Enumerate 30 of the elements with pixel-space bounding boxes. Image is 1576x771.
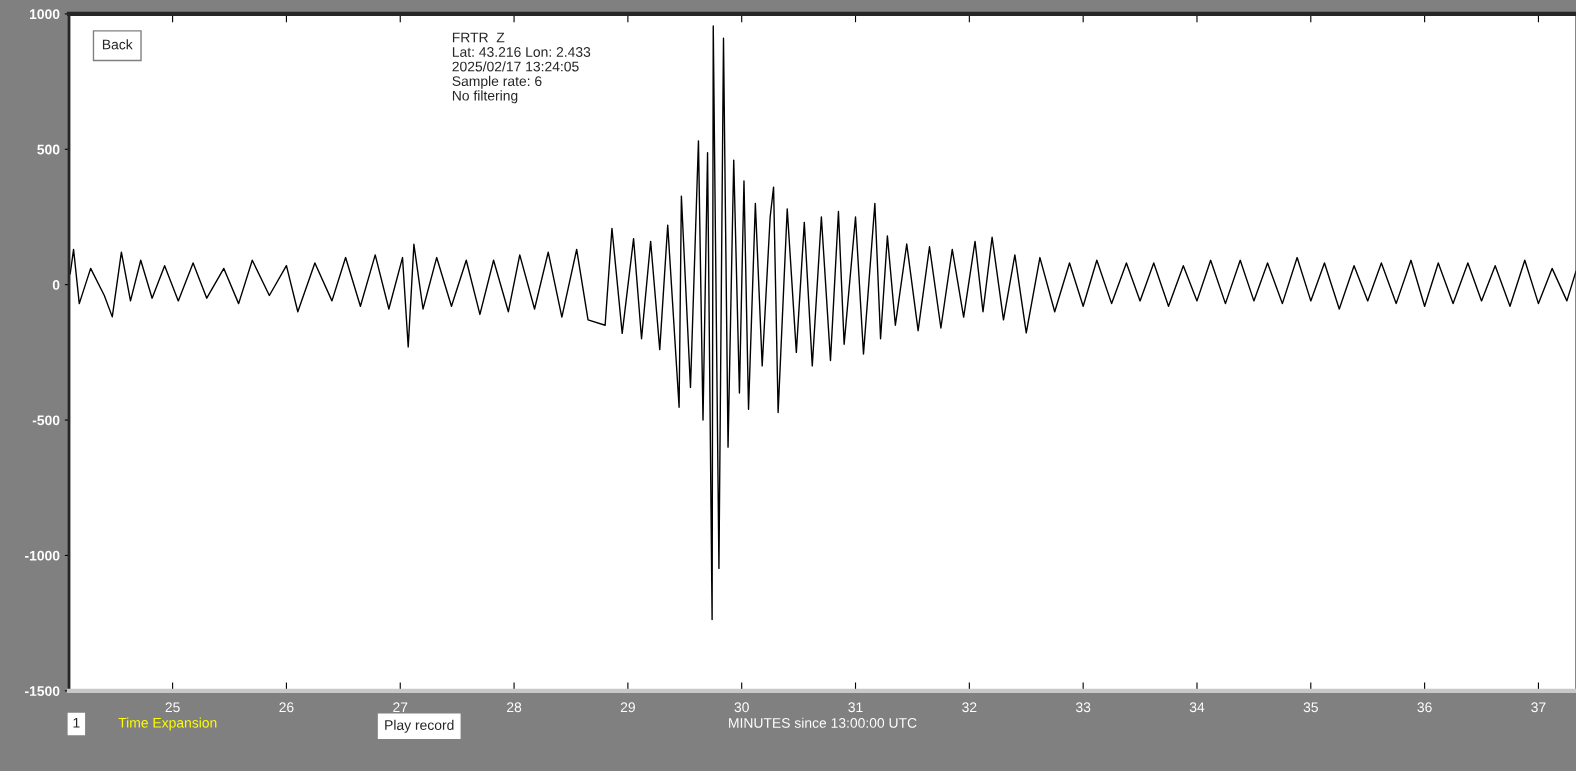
x-tick-label: 26	[279, 702, 294, 713]
x-tick-label: 33	[1075, 702, 1091, 713]
annotation: FRTR Z	[452, 32, 505, 43]
y-tick-label: -1000	[25, 550, 60, 561]
x-tick-label: 29	[620, 702, 635, 713]
x-tick-label: 35	[1303, 702, 1318, 713]
x-tick-label: 36	[1417, 702, 1432, 713]
text: 1	[73, 718, 80, 728]
text: Play record	[385, 719, 454, 733]
x-tick-label: 31	[848, 702, 863, 713]
x-tick-label: 34	[1189, 702, 1205, 713]
annotation: 2025/02/17 13:24:05	[452, 61, 579, 72]
x-axis-title: MINUTES since 13:00:00 UTC	[729, 717, 917, 728]
text: Time Expansion	[118, 717, 217, 731]
annotation: Lat: 43.216 Lon: 2.433	[452, 47, 591, 57]
annotation: Back	[102, 39, 133, 50]
x-tick-label: 25	[165, 702, 180, 713]
annotation: No filtering	[452, 90, 518, 104]
y-tick-label: -500	[32, 415, 60, 426]
x-tick-label: 27	[393, 702, 408, 712]
y-tick-label: 1000	[29, 9, 60, 20]
y-tick-label: -1500	[25, 686, 60, 696]
x-tick-label: 30	[734, 702, 749, 713]
y-tick-label: 500	[37, 144, 60, 155]
annotation: Sample rate: 6	[452, 75, 542, 89]
x-tick-label: 28	[507, 702, 522, 713]
line-series	[69, 25, 1576, 621]
x-tick-label: 37	[1531, 702, 1546, 713]
x-tick-label: 32	[962, 702, 977, 713]
y-tick-label: 0	[52, 279, 60, 290]
